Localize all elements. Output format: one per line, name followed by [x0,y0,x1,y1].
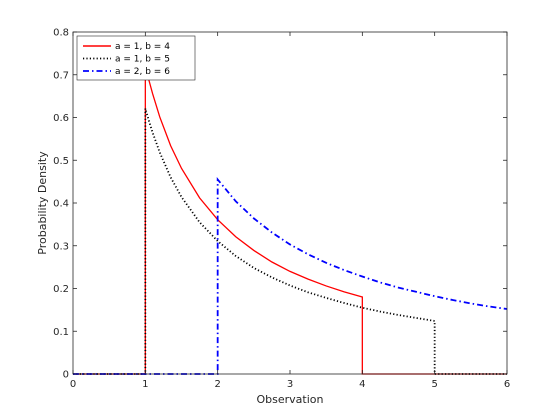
y-tick-label: 0.7 [53,70,69,81]
x-tick-label: 0 [70,379,76,390]
legend-label-1: a = 1, b = 4 [115,42,170,52]
tick-layer: 0 1 2 3 4 5 6 0 0.1 0.2 0.3 0.4 0.5 0.6 0.7 0.8 [53,28,510,391]
x-tick-label: 6 [504,379,510,390]
legend-label-2: a = 1, b = 5 [115,55,170,65]
y-tick-label: 0.8 [53,28,69,39]
series-layer [73,65,508,375]
x-tick-label: 4 [359,379,365,390]
series-line-3 [73,176,508,375]
y-tick-label: 0 [63,370,69,381]
plot-area [73,32,507,374]
x-tick-label: 5 [431,379,437,390]
y-tick-label: 0.4 [53,199,69,210]
y-tick-label: 0.6 [53,113,69,124]
series-line-1 [73,65,507,375]
legend-box [76,35,196,81]
x-tick-label: 1 [142,379,148,390]
y-axis-label: Probability Density [36,151,49,255]
y-tick-label: 0.3 [53,241,69,252]
y-tick-label: 0.5 [53,156,69,167]
y-tick-label: 0.1 [53,327,69,338]
series-line-2 [73,108,507,375]
legend-label-3: a = 2, b = 6 [115,67,170,77]
x-tick-label: 2 [214,379,220,390]
x-axis-label: Observation [257,393,324,406]
legend: a = 1, b = 4 a = 1, b = 5 a = 2, b = 6 [76,35,196,81]
x-tick-label: 3 [287,379,293,390]
y-tick-label: 0.2 [53,284,69,295]
